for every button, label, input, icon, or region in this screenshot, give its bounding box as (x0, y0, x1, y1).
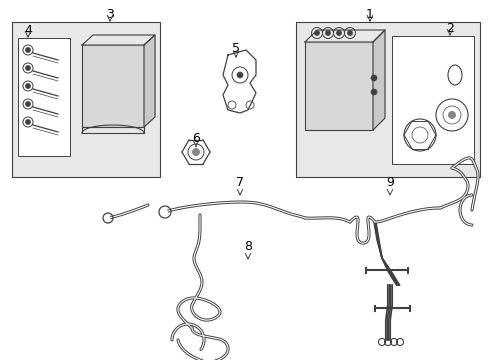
Polygon shape (372, 30, 384, 130)
Circle shape (25, 102, 30, 107)
Polygon shape (305, 30, 384, 42)
Polygon shape (143, 35, 155, 127)
Bar (18, 38, 70, 156)
Bar (305, 42, 372, 130)
Circle shape (192, 148, 200, 156)
Bar (82, 45, 143, 127)
Text: 9: 9 (385, 176, 393, 189)
Circle shape (347, 31, 352, 36)
Circle shape (370, 75, 376, 81)
Text: 5: 5 (231, 41, 240, 54)
Circle shape (447, 111, 455, 119)
Circle shape (25, 84, 30, 89)
Text: 7: 7 (236, 176, 244, 189)
Circle shape (25, 120, 30, 125)
Circle shape (162, 209, 168, 215)
Bar (295, 22, 479, 177)
Circle shape (25, 48, 30, 53)
Polygon shape (82, 35, 155, 45)
Circle shape (325, 31, 330, 36)
Text: 6: 6 (192, 131, 200, 144)
Text: 8: 8 (244, 239, 251, 252)
Circle shape (370, 89, 376, 95)
Text: 4: 4 (24, 23, 32, 36)
Bar (12, 22, 160, 177)
Circle shape (237, 72, 243, 78)
Bar (391, 36, 473, 164)
Text: 2: 2 (445, 22, 453, 35)
Circle shape (25, 66, 30, 71)
Circle shape (105, 216, 110, 220)
Text: 3: 3 (106, 8, 114, 21)
Text: 1: 1 (366, 8, 373, 21)
Circle shape (336, 31, 341, 36)
Circle shape (314, 31, 319, 36)
